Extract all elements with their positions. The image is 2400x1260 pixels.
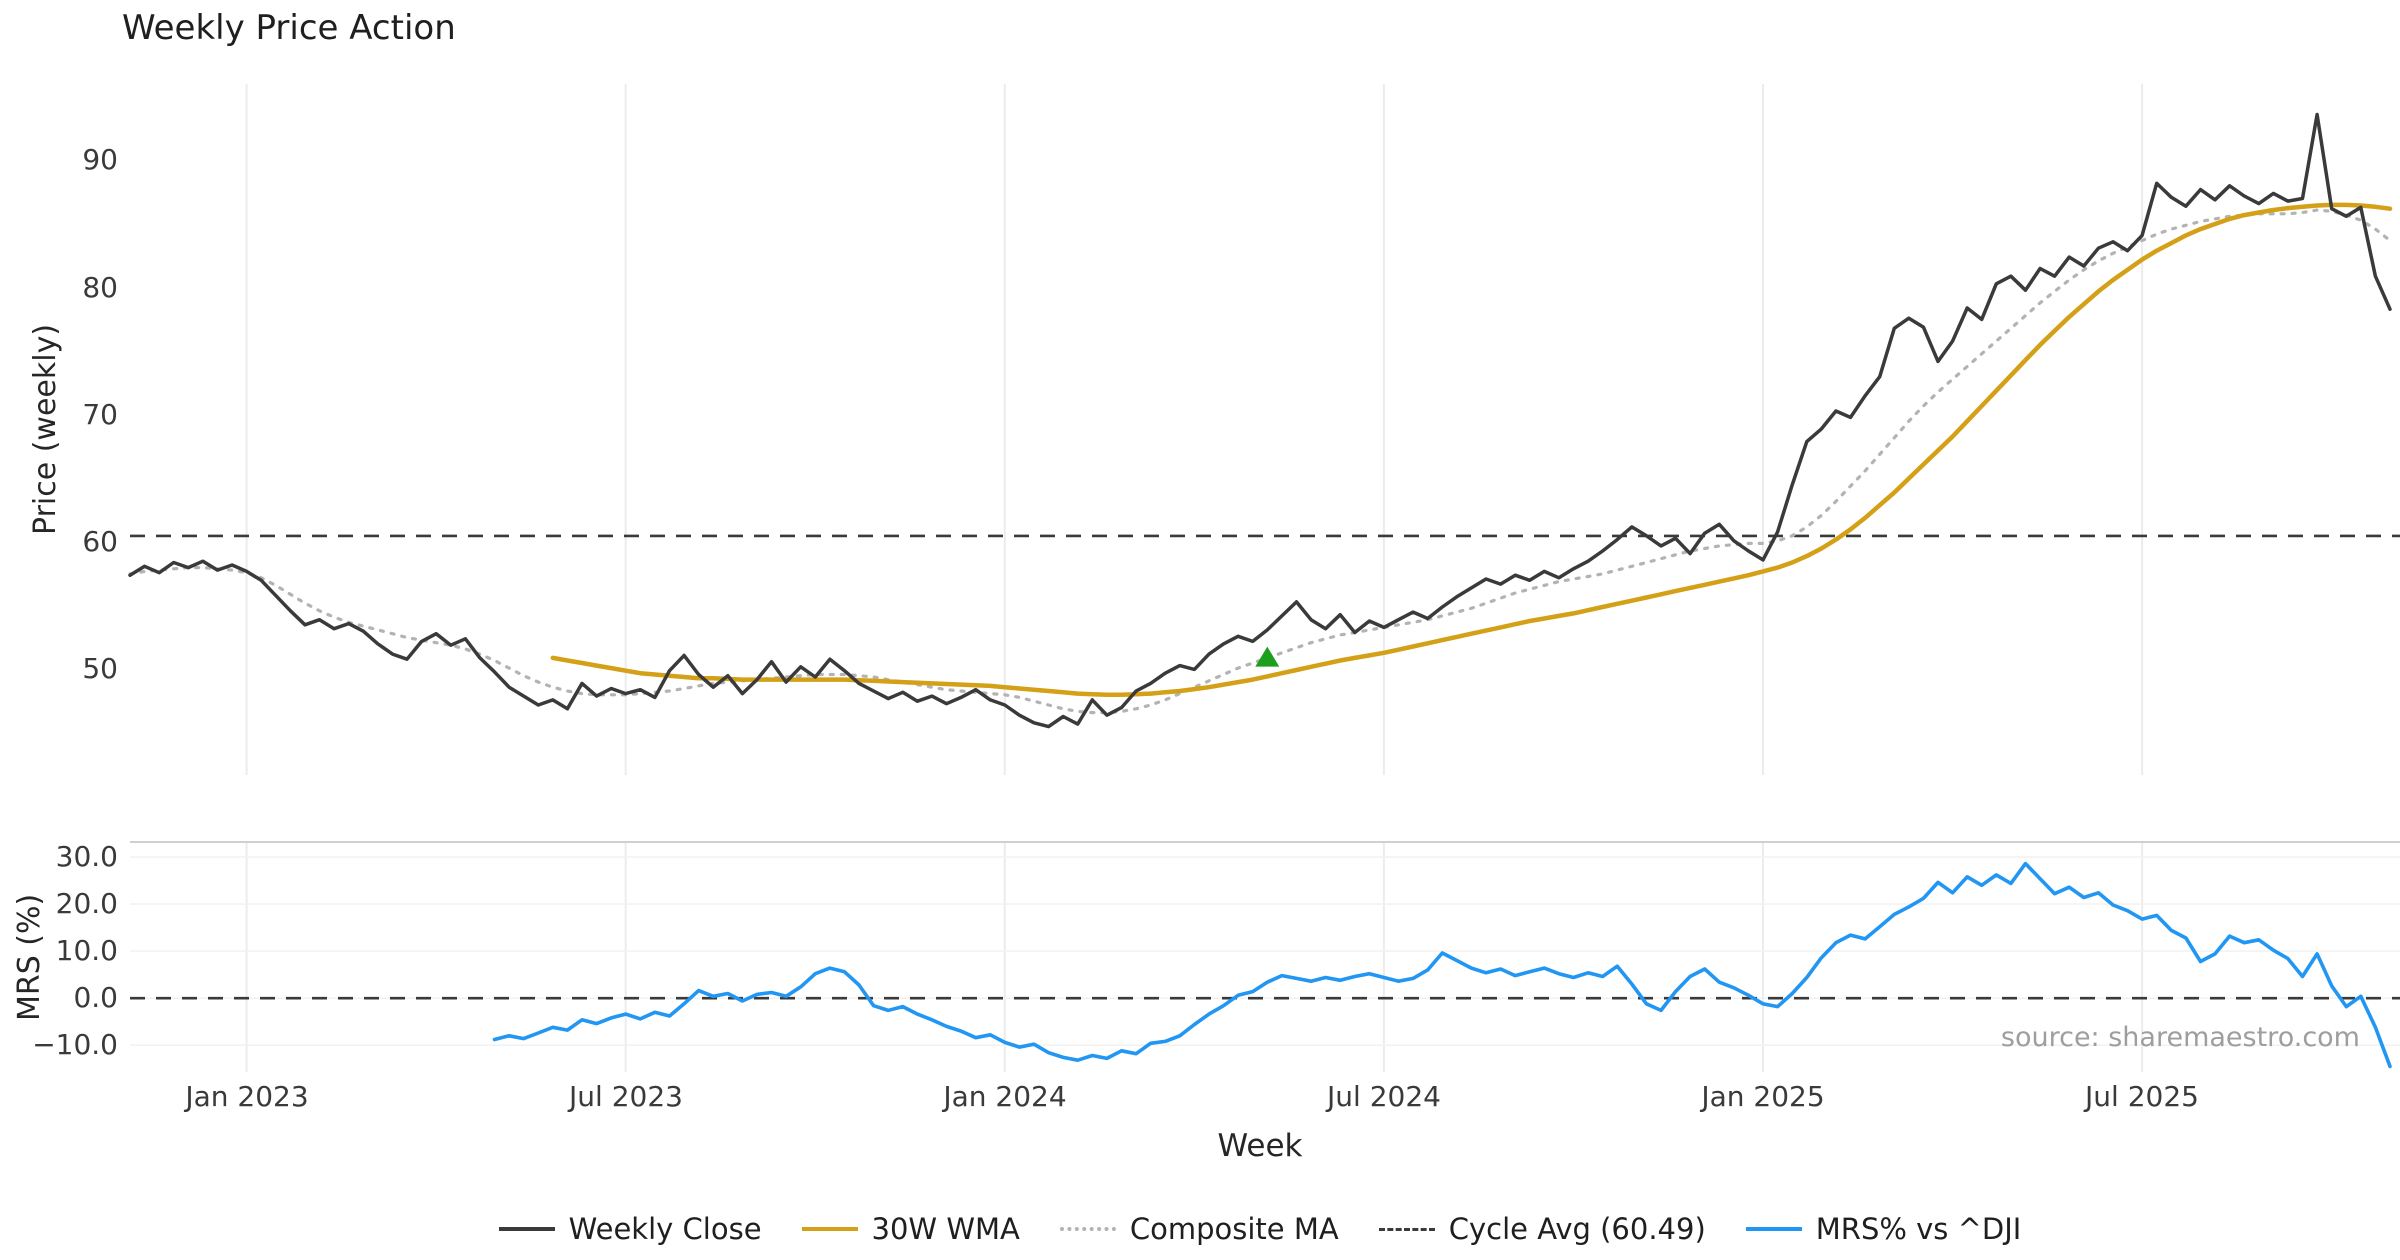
price-axis-tick: 60 — [82, 525, 118, 558]
legend-label: 30W WMA — [871, 1212, 1020, 1246]
price-axis-tick: 50 — [82, 652, 118, 685]
chart-title: Weekly Price Action — [122, 8, 456, 48]
price-axis-tick: 90 — [82, 143, 118, 176]
legend-item: 30W WMA — [801, 1212, 1020, 1246]
x-axis-tick: Jan 2023 — [185, 1080, 309, 1113]
legend-swatch-dotted — [1059, 1227, 1116, 1231]
series-mrs-vs-dji — [492, 861, 2392, 1069]
legend-item: Composite MA — [1059, 1212, 1339, 1246]
series-30w-wma — [550, 202, 2393, 698]
legend-label: MRS% vs ^DJI — [1815, 1212, 2022, 1246]
mrs-axis-tick: 0.0 — [73, 981, 118, 1014]
buy-signal-marker — [1255, 646, 1280, 667]
legend-swatch-solid — [801, 1227, 858, 1231]
mrs-axis-tick: 20.0 — [55, 887, 118, 920]
legend-label: Weekly Close — [568, 1212, 762, 1246]
x-axis-tick: Jan 2025 — [1701, 1080, 1825, 1113]
legend-item: Weekly Close — [498, 1212, 762, 1246]
legend-item: MRS% vs ^DJI — [1745, 1212, 2022, 1246]
legend-swatch-dashed — [1378, 1227, 1435, 1231]
x-axis-tick: Jul 2025 — [2085, 1080, 2199, 1113]
source-watermark: source: sharemaestro.com — [2000, 1022, 2360, 1053]
mrs-axis-tick: −10.0 — [32, 1028, 118, 1061]
legend-label: Composite MA — [1129, 1212, 1339, 1246]
legend-swatch-solid — [498, 1227, 555, 1231]
price-axis-tick: 80 — [82, 271, 118, 304]
legend-label: Cycle Avg (60.49) — [1448, 1212, 1706, 1246]
legend: Weekly Close 30W WMA Composite MA Cycle Avg… — [130, 1212, 2390, 1246]
series-weekly-close — [128, 112, 2392, 729]
x-axis-label: Week — [1217, 1128, 1303, 1164]
mrs-axis-tick: 30.0 — [55, 840, 118, 873]
x-axis-tick: Jul 2023 — [569, 1080, 683, 1113]
mrs-axis-tick: 10.0 — [55, 934, 118, 967]
legend-swatch-solid — [1745, 1227, 1802, 1231]
legend-item: Cycle Avg (60.49) — [1378, 1212, 1706, 1246]
x-axis-tick: Jul 2024 — [1327, 1080, 1441, 1113]
price-axis-tick: 70 — [82, 398, 118, 431]
x-axis-tick: Jan 2024 — [943, 1080, 1067, 1113]
